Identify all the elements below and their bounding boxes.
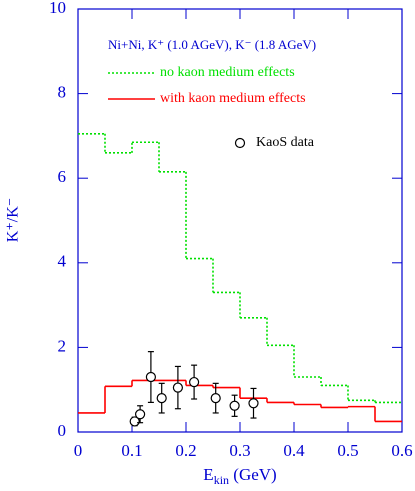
x-tick-label: 0.5 — [337, 441, 358, 460]
data-point — [135, 409, 146, 420]
x-tick-label: 0 — [74, 441, 83, 460]
data-point — [210, 393, 221, 404]
data-point — [229, 400, 240, 411]
data-point — [129, 416, 140, 427]
x-tick-label: 0.4 — [283, 441, 305, 460]
data-point — [172, 382, 183, 393]
x-axis-label: Ekin (GeV) — [203, 465, 276, 487]
y-axis-label: K⁺/K⁻ — [5, 198, 22, 242]
x-axis-label-rest: (GeV) — [229, 465, 277, 484]
y-tick-label: 6 — [58, 167, 67, 186]
x-axis-label-main: E — [203, 465, 213, 484]
y-tick-label: 8 — [58, 83, 67, 102]
y-tick-label: 0 — [58, 421, 67, 440]
x-tick-label: 0.2 — [175, 441, 196, 460]
legend-label: no kaon medium effects — [160, 65, 295, 80]
x-axis-label-sub: kin — [214, 473, 229, 487]
data-point — [145, 371, 156, 383]
legend-label: KaoS data — [256, 135, 315, 150]
y-tick-label: 10 — [49, 0, 66, 17]
y-tick-label: 4 — [58, 252, 67, 271]
x-tick-label: 0.6 — [391, 441, 412, 460]
data-point — [156, 393, 167, 404]
x-tick-label: 0.3 — [229, 441, 250, 460]
legend-label: with kaon medium effects — [160, 91, 306, 106]
legend-marker — [234, 137, 246, 149]
annotation: Ni+Ni, K⁺ (1.0 AGeV), K⁻ (1.8 AGeV) — [108, 37, 316, 52]
data-point — [248, 398, 259, 409]
y-tick-label: 2 — [58, 336, 67, 355]
x-tick-label: 0.1 — [121, 441, 142, 460]
data-point — [189, 376, 200, 388]
